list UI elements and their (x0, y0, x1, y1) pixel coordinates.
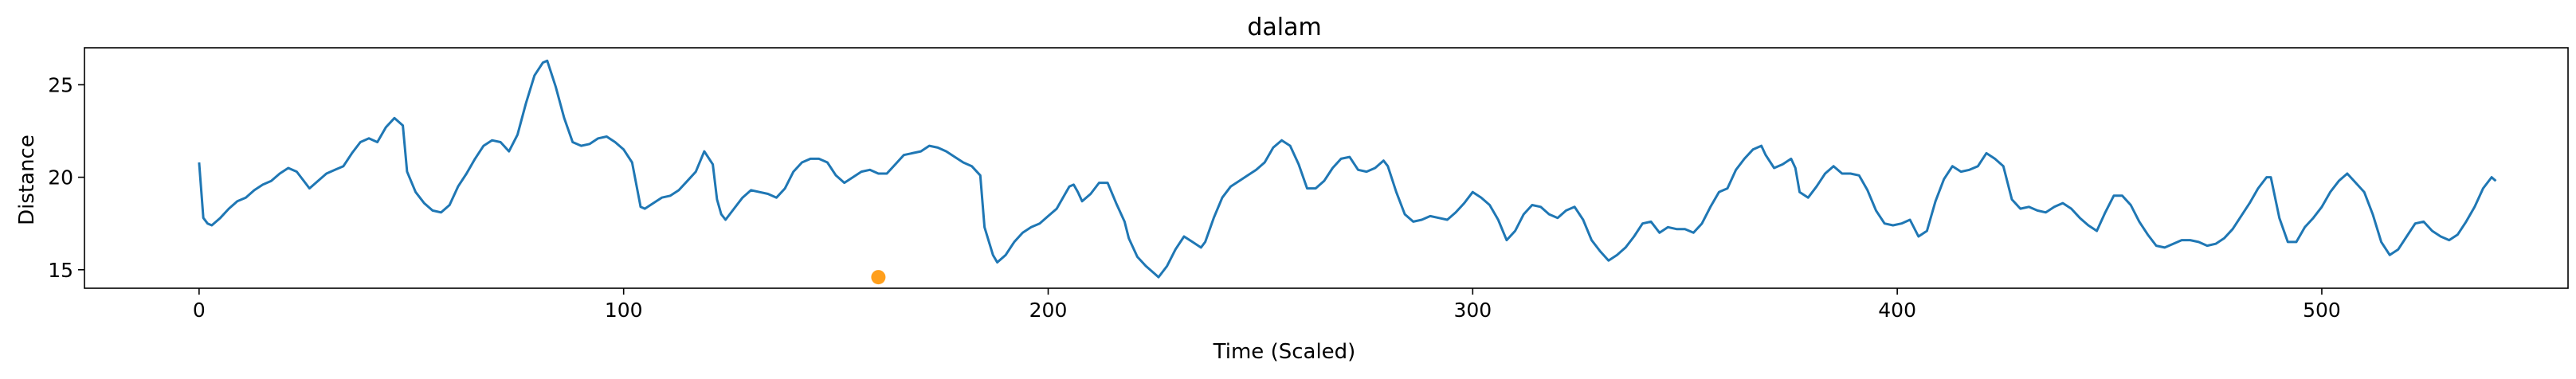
x-tick-label: 200 (1029, 299, 1068, 322)
y-tick-label: 25 (48, 73, 73, 96)
axis-ticks: 0 100 200 300 400 500 15 20 25 (48, 73, 2341, 322)
highlighted-minimum-point (871, 270, 886, 285)
x-tick-label: 400 (1878, 299, 1916, 322)
x-axis-label: Time (Scaled) (1213, 340, 1356, 364)
x-tick-label: 0 (193, 299, 206, 322)
axes-frame (84, 47, 2569, 289)
x-tick-label: 100 (605, 299, 643, 322)
y-tick-label: 20 (48, 166, 73, 190)
x-tick-label: 300 (1453, 299, 1492, 322)
y-axis-label: Distance (15, 135, 39, 225)
x-tick-label: 500 (2303, 299, 2341, 322)
plot-area (198, 59, 2497, 285)
distance-series-line (198, 59, 2497, 279)
chart-title: dalam (1247, 14, 1321, 41)
y-tick-label: 15 (48, 259, 73, 282)
